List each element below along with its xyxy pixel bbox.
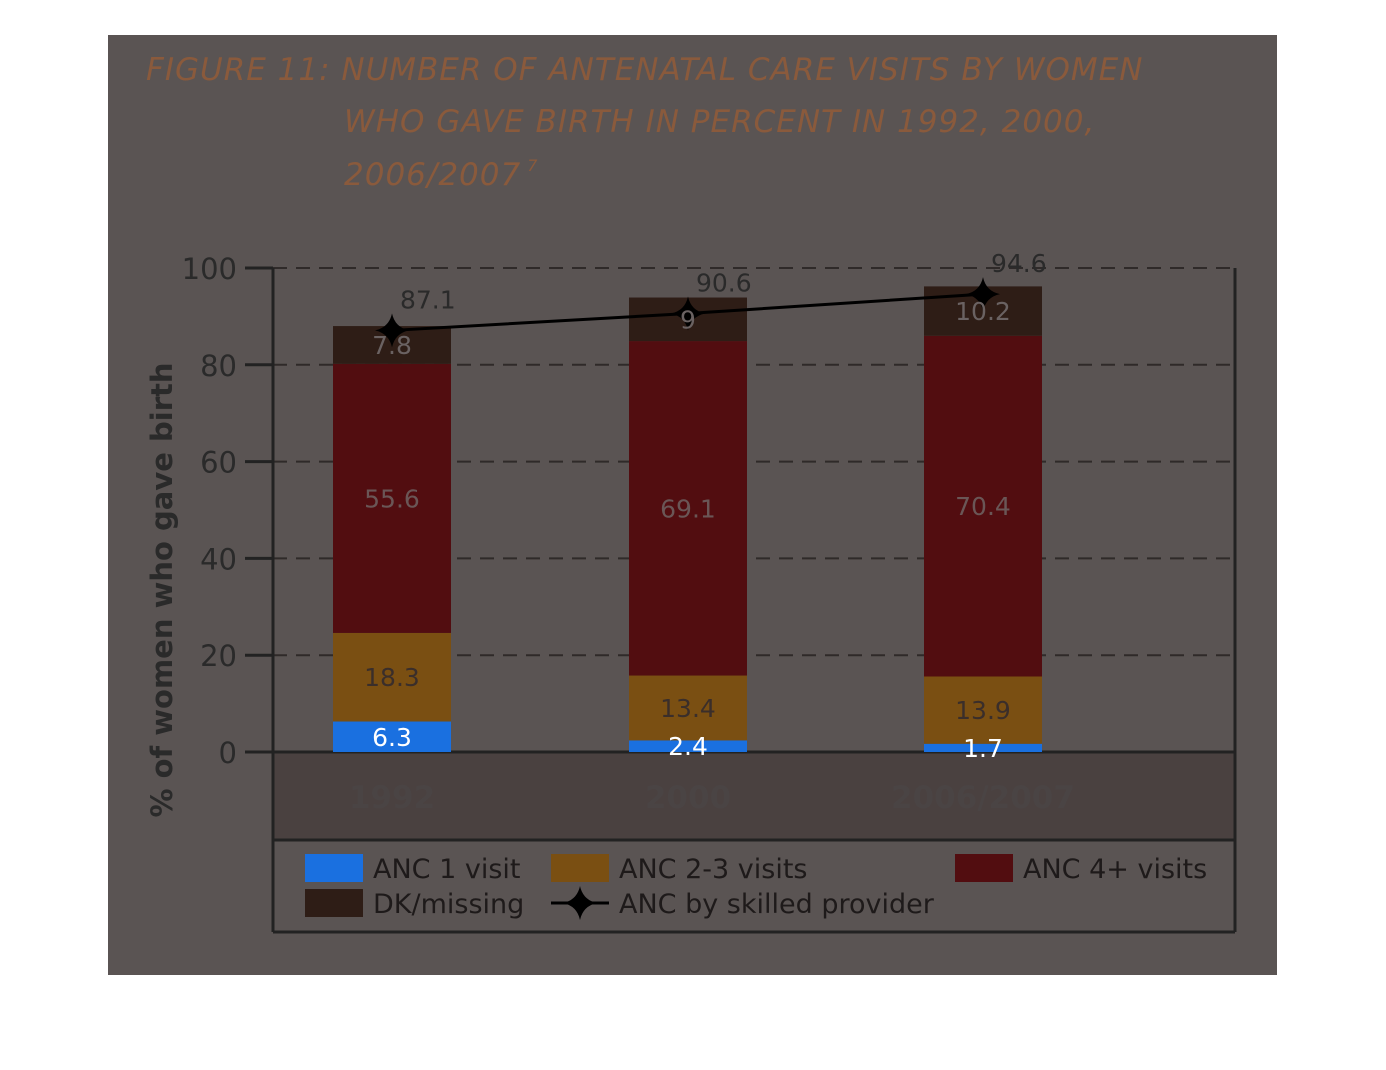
x-tick-label: 2000 <box>645 780 731 816</box>
data-label-anc1: 6.3 <box>372 723 412 752</box>
data-label-skilled-provider: 90.6 <box>696 268 752 297</box>
data-labels: 6.3 18.3 55.6 7.8 2.4 13.4 69.1 9 1.7 13.9 70.4 10.… <box>364 249 1047 763</box>
y-axis-label: % of women who gave birth <box>145 362 179 817</box>
y-tick-label: 0 <box>219 736 237 770</box>
data-label-anc23: 18.3 <box>364 663 420 692</box>
legend-anc23-label: ANC 2-3 visits <box>619 854 808 885</box>
legend-anc4-label: ANC 4+ visits <box>1023 854 1207 885</box>
bar-anc23-2 <box>924 676 1042 744</box>
data-label-anc1: 2.4 <box>668 732 708 761</box>
skilled-provider-marker <box>671 296 705 331</box>
title-line-2: WHO GAVE BIRTH IN PERCENT IN 1992, 2000, <box>344 104 1096 140</box>
data-label-anc1: 1.7 <box>963 734 1003 763</box>
bar-anc1-2 <box>924 743 1042 752</box>
data-label-skilled-provider: 94.6 <box>991 249 1047 278</box>
legend-line-marker <box>563 886 597 920</box>
legend-dk-swatch <box>305 889 363 917</box>
bar-anc1-0 <box>333 721 451 752</box>
data-label-dk: 9 <box>680 305 696 334</box>
bar-anc1-1 <box>629 740 747 752</box>
title-line-1: FIGURE 11: NUMBER OF ANTENATAL CARE VISI… <box>146 52 1144 88</box>
data-label-anc23: 13.4 <box>660 694 716 723</box>
y-tick-label: 60 <box>200 446 237 480</box>
y-tick-label: 80 <box>200 349 237 383</box>
x-tick-label: 2006/2007 <box>891 780 1075 816</box>
legend: ANC 1 visit ANC 2-3 visits ANC 4+ visits DK… <box>305 854 1207 920</box>
bar-anc4-1 <box>629 341 747 676</box>
title-line-3: 2006/2007 7 <box>344 156 539 193</box>
legend-dk-label: DK/missing <box>373 889 524 920</box>
data-label-anc4: 70.4 <box>955 492 1011 521</box>
x-axis-band <box>273 752 1235 840</box>
legend-line-label: ANC by skilled provider <box>619 889 935 920</box>
bar-anc23-0 <box>333 632 451 722</box>
x-tick-label: 1992 <box>349 780 435 816</box>
data-label-dk: 7.8 <box>372 331 412 360</box>
data-label-skilled-provider: 87.1 <box>400 285 456 314</box>
bar-anc23-1 <box>629 675 747 741</box>
legend-anc23-swatch <box>551 854 609 882</box>
legend-anc4-swatch <box>955 854 1013 882</box>
y-tick-label: 100 <box>182 252 237 286</box>
title-footnote-marker: 7 <box>527 156 539 175</box>
bar-anc4-0 <box>333 363 451 633</box>
skilled-provider-marker <box>966 277 1000 312</box>
bar-anc4-2 <box>924 335 1042 677</box>
legend-anc1-swatch <box>305 854 363 882</box>
skilled-provider-line-layer <box>375 277 1000 348</box>
y-tick-label: 20 <box>200 639 237 673</box>
skilled-provider-marker <box>375 313 409 348</box>
data-label-dk: 10.2 <box>955 297 1011 326</box>
y-tick-label: 40 <box>200 542 237 576</box>
data-label-anc4: 55.6 <box>364 484 420 513</box>
data-label-anc4: 69.1 <box>660 494 716 523</box>
data-label-anc23: 13.9 <box>955 696 1011 725</box>
legend-anc1-label: ANC 1 visit <box>373 854 521 885</box>
axis-area: 0 20 40 60 80 100 % of women who gave birth 199… <box>145 252 1237 934</box>
